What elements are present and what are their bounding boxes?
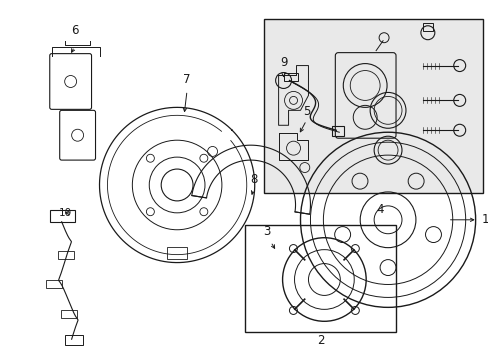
Text: 10: 10 bbox=[59, 208, 72, 218]
Bar bbox=[58, 251, 73, 258]
Bar bbox=[64, 335, 82, 345]
Bar bbox=[61, 310, 77, 318]
Bar bbox=[46, 280, 62, 288]
Text: 1: 1 bbox=[481, 213, 488, 226]
Bar bbox=[167, 247, 187, 258]
Text: 3: 3 bbox=[263, 225, 270, 238]
Text: 2: 2 bbox=[316, 334, 324, 347]
Bar bbox=[422, 23, 432, 31]
Bar bbox=[283, 72, 297, 81]
Text: 4: 4 bbox=[376, 203, 383, 216]
Bar bbox=[332, 126, 344, 136]
Bar bbox=[50, 210, 75, 222]
Bar bbox=[263, 19, 482, 193]
Text: 8: 8 bbox=[249, 173, 257, 186]
Text: 9: 9 bbox=[279, 55, 287, 68]
Text: 7: 7 bbox=[183, 73, 190, 86]
Bar bbox=[244, 225, 395, 332]
Text: 5: 5 bbox=[302, 105, 309, 118]
Text: 6: 6 bbox=[71, 24, 78, 37]
